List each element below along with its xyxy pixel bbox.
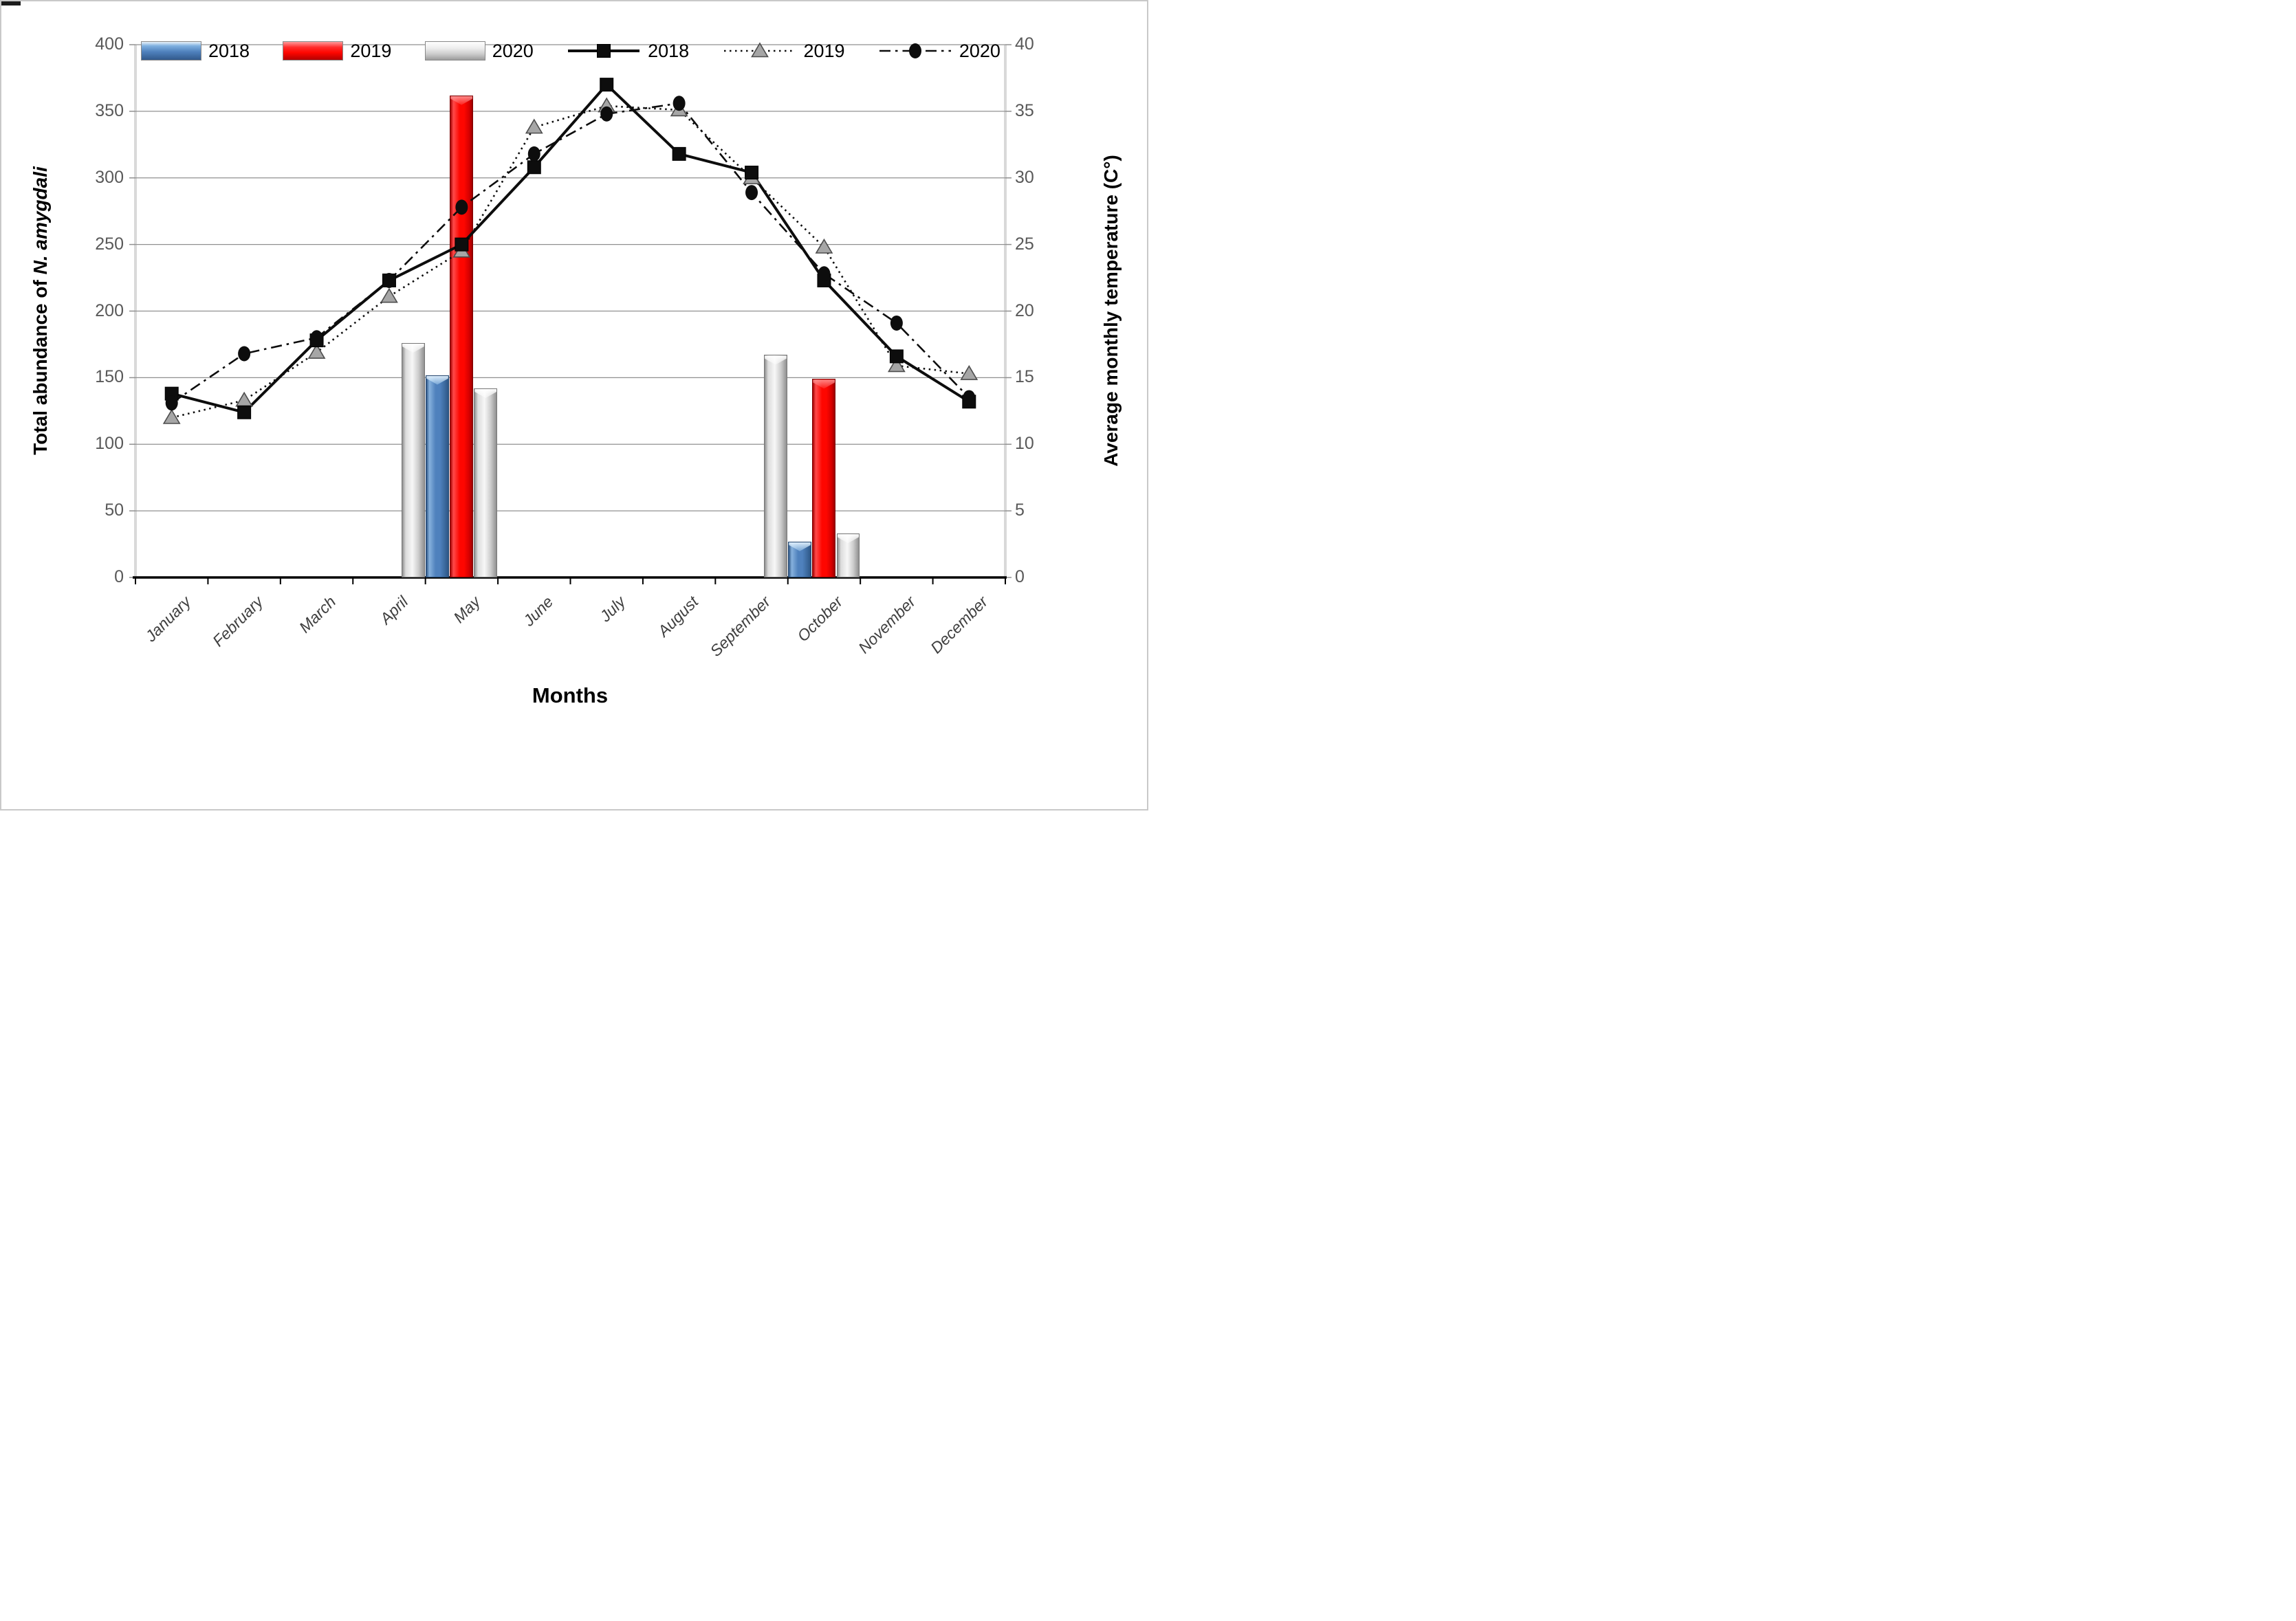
legend-label: 2019 <box>803 40 845 61</box>
right-tick-10: 10 <box>1015 434 1034 454</box>
marker-triangle-2019-April <box>380 287 398 303</box>
marker-circle-2020-September <box>745 185 758 201</box>
left-axis-title-prefix: Total abundance of <box>30 274 51 455</box>
bar-2020-October <box>836 533 860 577</box>
marker-square-2018-February <box>237 405 252 419</box>
x-axis-title: Months <box>532 683 609 707</box>
marker-square-2018-August <box>672 146 686 161</box>
bar-2018-May <box>426 375 449 577</box>
legend-line-swatch-2020 <box>879 43 951 58</box>
marker-triangle-2019-December <box>960 364 978 380</box>
bar-2018-October <box>788 541 811 577</box>
month-label-October: October <box>794 593 846 646</box>
marker-circle-2020-February <box>238 346 251 362</box>
legend-label: 2018 <box>648 40 690 61</box>
marker-triangle-2019-March <box>307 343 326 359</box>
line-2019 <box>171 104 970 419</box>
line-series-layer <box>162 78 978 424</box>
month-label-August: August <box>653 593 702 641</box>
left-axis-title: Total abundance of N. amygdali <box>30 166 52 455</box>
line-2020 <box>171 102 970 404</box>
marker-triangle-2019-November <box>887 357 906 373</box>
marker-triangle-2019-February <box>235 391 254 407</box>
left-tick-50: 50 <box>105 500 124 520</box>
legend-item-line-2020: 2020 <box>878 40 1001 62</box>
bar-2020-April <box>402 343 425 577</box>
legend-item-bar-2020: 2020 <box>424 40 534 62</box>
bar-2020-May <box>474 388 498 577</box>
right-axis-title: Average monthly temperature (C°) <box>1100 155 1122 467</box>
marker-square-2018-November <box>889 349 904 364</box>
marker-square-2018-May <box>455 237 469 252</box>
marker-circle-2020-March <box>310 330 323 346</box>
right-tick-15: 15 <box>1015 367 1034 387</box>
left-tick-0: 0 <box>114 567 124 586</box>
chart-canvas: 0 50 100 150 200 250 300 350 400 0 5 10 15 20 25 30 35 4… <box>0 0 1148 810</box>
marker-circle-2020-April <box>382 272 395 288</box>
month-label-December: December <box>927 593 992 657</box>
month-label-June: June <box>519 593 557 630</box>
left-tick-400: 400 <box>95 34 124 54</box>
month-label-February: February <box>209 593 267 650</box>
legend-item-line-2019: 2019 <box>723 40 845 62</box>
marker-square-2018-September <box>745 166 759 179</box>
legend-item-bar-2019: 2019 <box>283 41 391 62</box>
legend-bar-swatch-2018 <box>141 41 201 60</box>
marker-circle-2020-January <box>165 395 178 411</box>
left-tick-350: 350 <box>95 100 124 120</box>
marker-triangle-2019-June <box>525 118 543 134</box>
month-label-March: March <box>295 593 339 637</box>
legend-bar-swatch-2019 <box>283 41 344 60</box>
legend-label: 2020 <box>959 40 1001 61</box>
legend: 2018 2019 2020 2018 2019 2020 <box>141 36 1001 66</box>
left-tick-250: 250 <box>95 234 124 254</box>
bar-2019-May <box>450 95 473 577</box>
gridlines-and-axes <box>129 44 1012 584</box>
right-tick-20: 20 <box>1015 300 1034 320</box>
legend-item-bar-2018: 2018 <box>141 41 250 62</box>
marker-circle-2020-May <box>455 199 468 215</box>
marker-circle-2020-August <box>673 96 686 111</box>
legend-label: 2019 <box>350 40 392 61</box>
legend-item-line-2018: 2018 <box>567 40 689 62</box>
marker-circle-2020-December <box>963 390 976 406</box>
right-tick-25: 25 <box>1015 234 1034 254</box>
right-tick-30: 30 <box>1015 167 1034 187</box>
marker-circle-2020-July <box>600 106 613 122</box>
marker-circle-2020-November <box>890 315 903 331</box>
right-tick-0: 0 <box>1015 567 1025 586</box>
line-2018 <box>171 82 970 414</box>
right-tick-35: 35 <box>1015 100 1034 120</box>
month-label-November: November <box>854 593 919 657</box>
species-name: N. amygdali <box>30 166 51 275</box>
right-tick-40: 40 <box>1015 34 1034 54</box>
legend-label: 2018 <box>208 40 250 61</box>
legend-line-swatch-2019 <box>723 42 796 58</box>
edge-artifact <box>1 1 21 5</box>
legend-bar-swatch-2020 <box>424 41 485 60</box>
month-label-September: September <box>706 593 774 660</box>
month-label-April: April <box>376 593 412 628</box>
marker-square-2018-June <box>527 160 541 175</box>
bar-2020-September <box>764 355 787 577</box>
month-label-July: July <box>596 593 629 626</box>
marker-square-2018-July <box>600 78 614 92</box>
bar-series-layer <box>135 45 1005 577</box>
left-tick-100: 100 <box>95 434 124 454</box>
bar-2019-October <box>812 379 835 577</box>
marker-circle-2020-June <box>527 146 540 162</box>
month-label-January: January <box>141 593 195 646</box>
right-tick-5: 5 <box>1015 500 1025 520</box>
marker-triangle-2019-October <box>815 238 833 254</box>
month-label-May: May <box>450 593 484 627</box>
legend-label: 2020 <box>492 40 534 61</box>
marker-circle-2020-October <box>818 266 831 282</box>
marker-triangle-2019-January <box>162 408 181 424</box>
left-tick-200: 200 <box>95 300 124 320</box>
left-tick-300: 300 <box>95 167 124 187</box>
left-tick-150: 150 <box>95 367 124 387</box>
legend-line-swatch-2018 <box>568 44 640 58</box>
